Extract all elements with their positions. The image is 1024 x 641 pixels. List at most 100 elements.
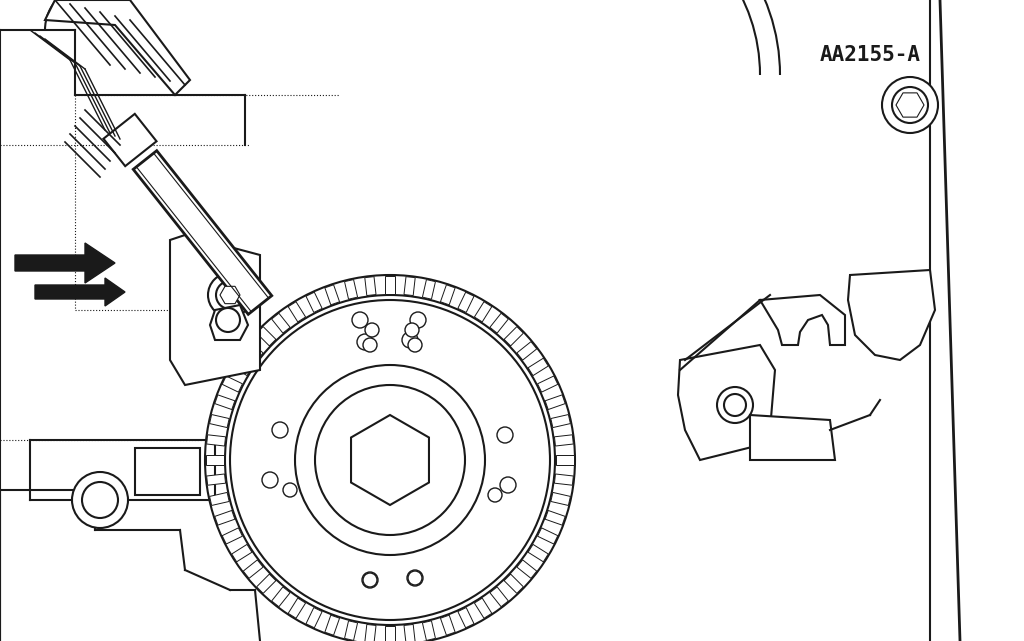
Polygon shape [133,151,271,314]
Polygon shape [385,276,394,294]
Circle shape [362,573,377,587]
Polygon shape [556,455,574,465]
Polygon shape [325,285,340,305]
Polygon shape [222,528,243,544]
Polygon shape [551,415,570,428]
Polygon shape [404,624,415,641]
Polygon shape [848,270,935,360]
Polygon shape [760,295,845,345]
Polygon shape [489,587,508,607]
Polygon shape [458,292,474,312]
Polygon shape [325,615,340,635]
Polygon shape [440,285,455,305]
Polygon shape [306,608,323,628]
Polygon shape [344,620,357,640]
Polygon shape [489,313,508,333]
Circle shape [352,312,368,328]
Circle shape [357,334,373,350]
Polygon shape [474,598,492,619]
Polygon shape [288,598,305,619]
Circle shape [216,308,240,332]
Circle shape [892,87,928,123]
Circle shape [208,273,252,317]
Circle shape [272,422,288,438]
Polygon shape [351,415,429,505]
Circle shape [500,477,516,493]
Circle shape [882,77,938,133]
Polygon shape [545,395,565,410]
Circle shape [717,387,753,423]
Circle shape [362,338,377,352]
Polygon shape [288,302,305,322]
Polygon shape [528,358,548,376]
Circle shape [295,365,485,555]
Polygon shape [423,620,435,640]
Circle shape [362,572,378,588]
Polygon shape [257,574,275,594]
Polygon shape [538,528,558,544]
Polygon shape [215,510,234,525]
Polygon shape [458,608,474,628]
Circle shape [315,385,465,535]
Polygon shape [474,302,492,322]
Polygon shape [45,0,190,95]
Circle shape [724,394,746,416]
Polygon shape [206,455,224,465]
Polygon shape [440,615,455,635]
Circle shape [283,483,297,497]
Polygon shape [231,544,252,562]
Polygon shape [404,277,415,296]
Circle shape [200,270,580,641]
Polygon shape [554,474,573,485]
Polygon shape [750,415,835,460]
Polygon shape [528,544,548,562]
Circle shape [262,472,278,488]
Circle shape [402,332,418,348]
Polygon shape [365,624,376,641]
Polygon shape [231,358,252,376]
Polygon shape [35,278,125,306]
Polygon shape [207,435,225,446]
Polygon shape [306,292,323,312]
Polygon shape [551,492,570,506]
Circle shape [408,338,422,352]
Polygon shape [210,305,248,340]
Polygon shape [554,435,573,446]
Polygon shape [504,327,523,346]
Polygon shape [896,93,924,117]
Circle shape [410,312,426,328]
Polygon shape [517,560,537,578]
Polygon shape [271,587,290,607]
Polygon shape [15,243,115,283]
Polygon shape [222,376,243,392]
Polygon shape [365,277,376,296]
Polygon shape [545,510,565,525]
Circle shape [72,472,128,528]
Circle shape [365,323,379,337]
Circle shape [408,571,422,585]
Polygon shape [517,342,537,360]
Circle shape [82,482,118,518]
Polygon shape [344,279,357,299]
Polygon shape [210,492,229,506]
Polygon shape [504,574,523,594]
Polygon shape [103,114,157,166]
Polygon shape [135,448,200,495]
Polygon shape [220,287,240,304]
Text: AA2155-A: AA2155-A [819,45,921,65]
Polygon shape [538,376,558,392]
Polygon shape [271,313,290,333]
Circle shape [407,570,423,586]
Polygon shape [423,279,435,299]
Polygon shape [215,395,234,410]
Circle shape [488,488,502,502]
Circle shape [216,281,244,309]
Circle shape [497,427,513,443]
Polygon shape [207,474,225,485]
Polygon shape [385,626,394,641]
Polygon shape [170,235,260,385]
Circle shape [406,323,419,337]
Polygon shape [678,345,775,460]
Circle shape [230,300,550,620]
Polygon shape [244,560,263,578]
